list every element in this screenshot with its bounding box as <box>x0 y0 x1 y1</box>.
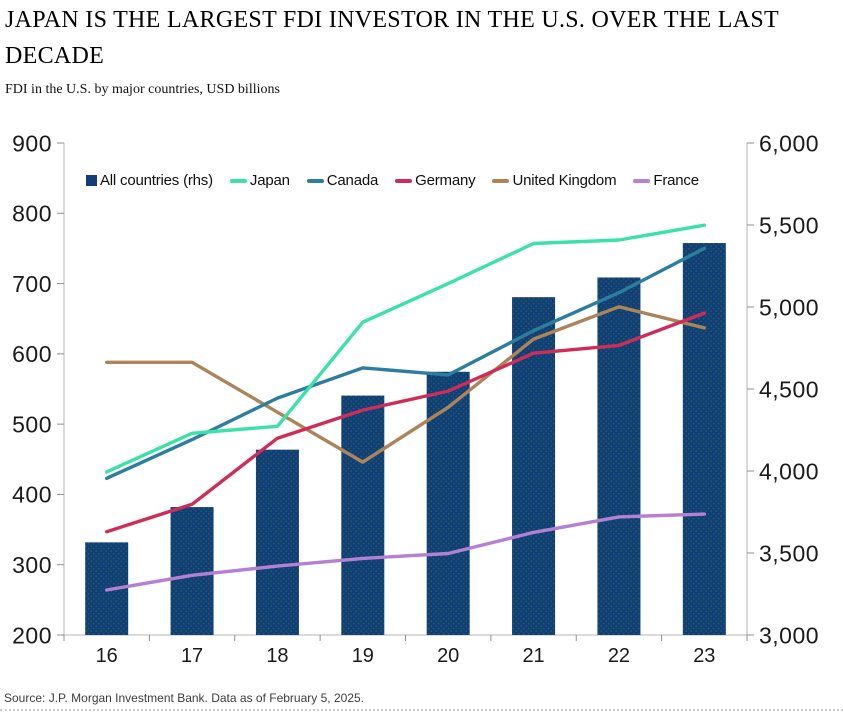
right-axis-label: 5,500 <box>759 212 819 238</box>
legend-square-swatch-all-countries-rhs <box>86 175 97 186</box>
legend-item-canada: Canada <box>306 172 379 189</box>
legend-item-united-kingdom: United Kingdom <box>492 172 617 189</box>
left-axis-label: 300 <box>12 552 52 578</box>
right-axis-label: 5,000 <box>759 294 819 320</box>
right-axis-label: 4,000 <box>759 458 819 484</box>
x-axis-label: 22 <box>608 645 630 667</box>
line-germany <box>104 311 707 534</box>
bar-all-countries-rhs <box>426 371 470 635</box>
legend-label-united-kingdom: United Kingdom <box>512 172 617 189</box>
bottom-divider <box>0 709 843 711</box>
left-axis-label: 500 <box>12 411 52 437</box>
legend-line-swatch-germany <box>395 178 413 183</box>
left-axis-label: 800 <box>12 201 52 227</box>
legend-line-swatch-canada <box>306 178 324 183</box>
legend-label-france: France <box>653 172 699 189</box>
legend-item-france: France <box>633 172 699 189</box>
legend-label-canada: Canada <box>326 172 379 189</box>
x-axis-label: 19 <box>352 645 374 667</box>
right-axis-label: 3,500 <box>759 540 819 566</box>
line-japan <box>104 223 707 474</box>
x-axis-label: 16 <box>96 645 118 667</box>
bar-all-countries-rhs <box>682 243 726 636</box>
right-axis-label: 6,000 <box>759 130 819 156</box>
left-axis-label: 400 <box>12 482 52 508</box>
x-axis-label: 17 <box>181 645 203 667</box>
right-axis-label: 4,500 <box>759 376 819 402</box>
legend-label-germany: Germany <box>415 172 476 189</box>
left-axis-label: 700 <box>12 271 52 297</box>
chart-subtitle: FDI in the U.S. by major countries, USD … <box>5 82 280 97</box>
x-axis-label: 23 <box>693 645 715 667</box>
legend-line-swatch-france <box>633 178 651 183</box>
legend-label-all-countries-rhs: All countries (rhs) <box>100 172 213 189</box>
bar-all-countries-rhs <box>170 507 214 635</box>
page-title-line1: JAPAN IS THE LARGEST FDI INVESTOR IN THE… <box>5 7 779 33</box>
bar-all-countries-rhs <box>341 395 385 635</box>
line-united-kingdom <box>104 305 707 464</box>
x-axis-label: 21 <box>522 645 544 667</box>
legend-line-swatch-united-kingdom <box>492 178 510 183</box>
legend-item-germany: Germany <box>395 172 476 189</box>
page-title-line2: DECADE <box>5 43 105 69</box>
line-france <box>104 512 707 592</box>
right-axis-label: 3,000 <box>759 622 819 648</box>
left-axis-label: 200 <box>12 622 52 648</box>
x-axis-label: 18 <box>266 645 288 667</box>
bar-all-countries-rhs <box>512 297 556 635</box>
bar-all-countries-rhs <box>255 449 299 635</box>
chart-legend: All countries (rhs) Japan Canada Germany Uni… <box>86 172 699 189</box>
left-axis-label: 600 <box>12 341 52 367</box>
left-axis-label: 900 <box>12 130 52 156</box>
legend-line-swatch-japan <box>229 178 247 183</box>
bar-all-countries-rhs <box>597 277 641 635</box>
legend-label-japan: Japan <box>249 172 290 189</box>
legend-item-japan: Japan <box>229 172 290 189</box>
page-title: JAPAN IS THE LARGEST FDI INVESTOR IN THE… <box>5 2 825 74</box>
x-axis-label: 20 <box>437 645 459 667</box>
source-text: Source: J.P. Morgan Investment Bank. Dat… <box>4 691 364 705</box>
legend-item-all-countries-rhs: All countries (rhs) <box>86 172 213 189</box>
